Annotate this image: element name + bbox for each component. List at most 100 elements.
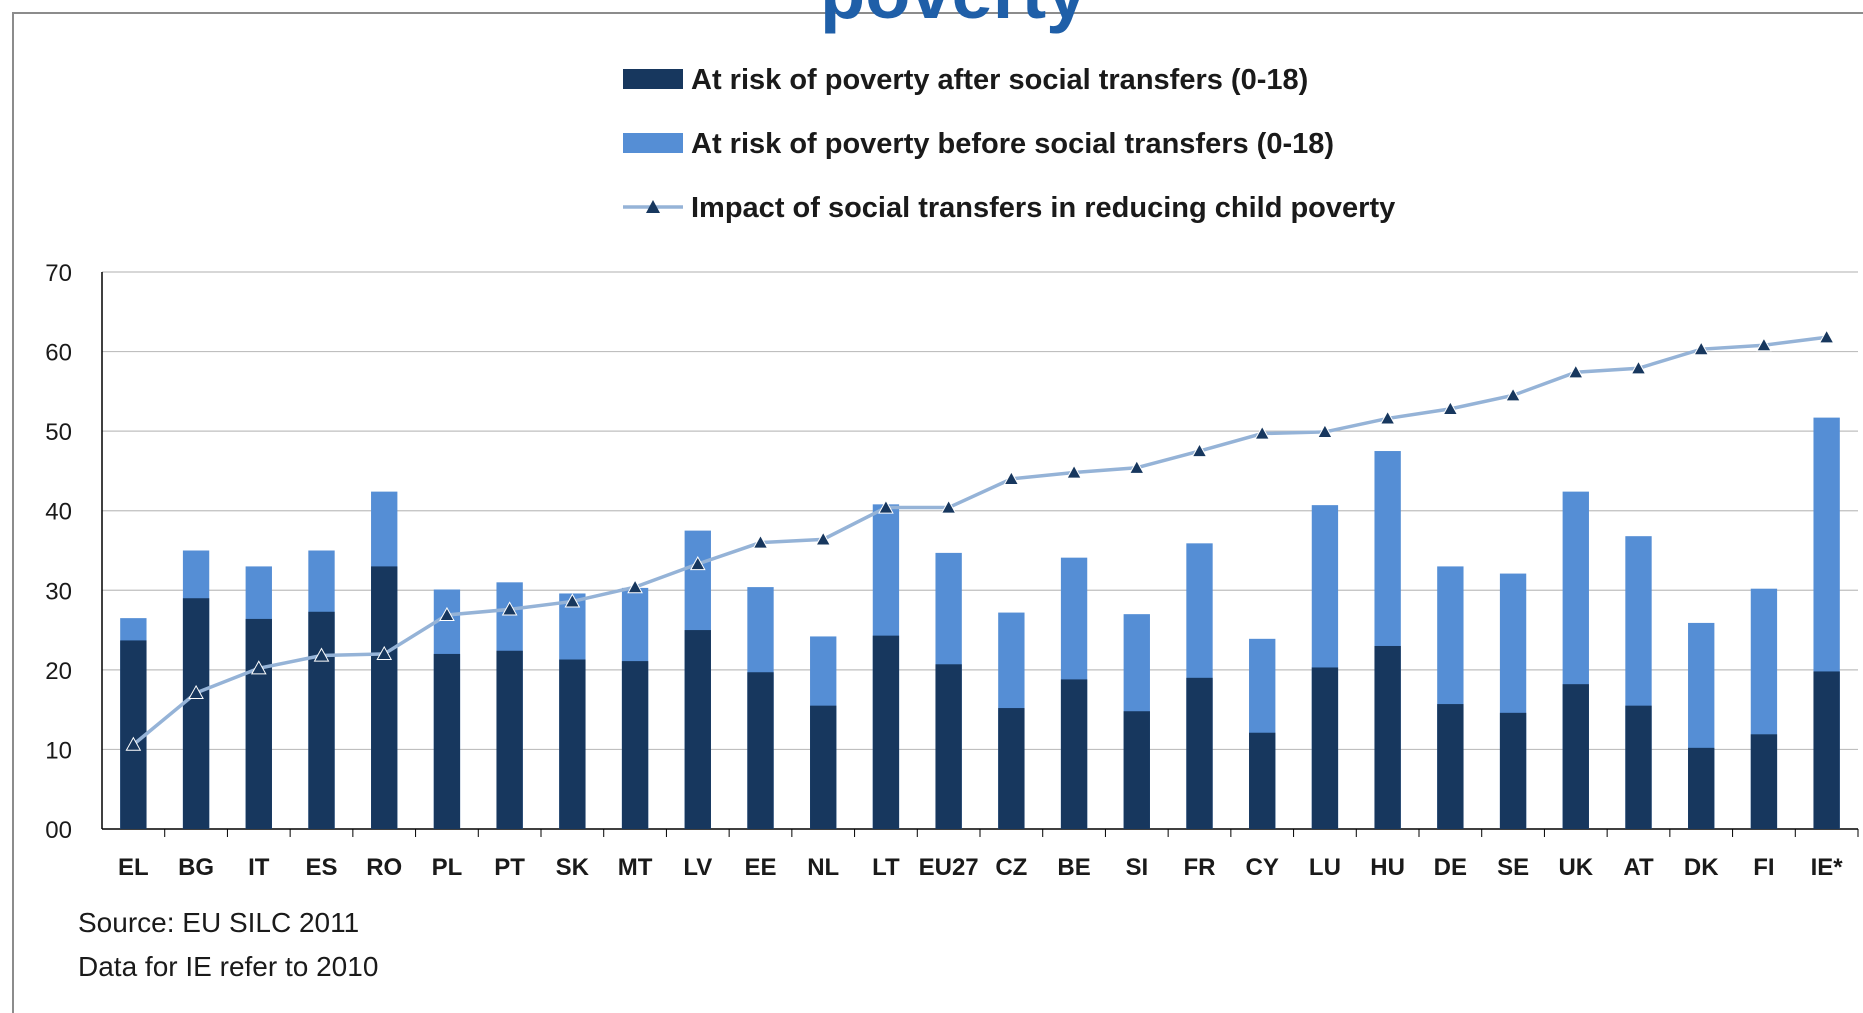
x-category-label: DK <box>1684 854 1719 881</box>
bar-after-transfers <box>872 635 900 829</box>
x-category-label: FI <box>1753 854 1774 881</box>
x-category-label: BE <box>1057 854 1090 881</box>
x-category-label: IE* <box>1811 854 1844 881</box>
impact-point-marker <box>752 534 769 549</box>
bar-after-transfers <box>1625 705 1652 829</box>
impact-line <box>125 329 1835 751</box>
y-tick-label: 50 <box>45 419 72 446</box>
bar-after-transfers <box>1562 684 1589 829</box>
impact-point-marker <box>1066 464 1082 479</box>
bar-after-transfers <box>433 653 461 829</box>
bar-after-transfers <box>1186 677 1213 829</box>
y-tick-label: 10 <box>45 737 72 764</box>
impact-point-marker <box>1505 387 1521 402</box>
impact-point-marker <box>1818 329 1835 344</box>
impact-point-marker <box>1317 423 1333 439</box>
chart-frame <box>12 12 1863 1013</box>
x-category-label: UK <box>1558 854 1593 881</box>
x-category-label: CZ <box>995 854 1027 881</box>
bar-after-transfers <box>1437 704 1464 829</box>
legend-label: At risk of poverty after social transfer… <box>691 64 1308 96</box>
bar-after-transfers <box>245 618 272 829</box>
impact-point-marker <box>376 645 393 661</box>
y-tick-label: 60 <box>45 340 72 367</box>
bar-after-transfers <box>935 664 962 829</box>
x-category-label: EL <box>118 854 149 881</box>
x-category-label: SE <box>1497 854 1529 881</box>
y-tick-label: 00 <box>45 817 72 844</box>
x-category-label: FR <box>1184 854 1216 881</box>
impact-point-marker <box>1191 443 1208 458</box>
impact-point-marker <box>1442 400 1459 415</box>
bar-after-transfers <box>371 566 398 829</box>
bar-after-transfers <box>1311 667 1339 829</box>
x-category-label: CY <box>1246 854 1279 881</box>
x-category-label: PT <box>494 854 525 881</box>
bar-after-transfers <box>998 708 1025 829</box>
bar-after-transfers <box>1813 671 1840 829</box>
bar-after-transfers <box>559 659 586 829</box>
impact-point-marker <box>1630 360 1647 375</box>
bar-after-transfers <box>684 630 711 829</box>
x-category-label: AT <box>1623 854 1654 881</box>
y-tick-label: 70 <box>45 260 72 287</box>
x-category-label: RO <box>366 854 402 881</box>
impact-point-marker <box>627 579 643 594</box>
bar-after-transfers <box>1688 747 1715 829</box>
x-category-label: NL <box>807 854 839 881</box>
impact-point-marker <box>1693 341 1710 356</box>
x-category-label: HU <box>1370 854 1405 881</box>
x-category-label: DE <box>1434 854 1467 881</box>
axis-labels: 00 10 20 30 40 50 60 70 EL BG IT ES RO PL PT SK MT LV EE NL… <box>45 260 1843 881</box>
bar-after-transfers <box>621 661 649 829</box>
bar-after-transfers <box>308 611 335 829</box>
y-tick-label: 40 <box>45 499 72 526</box>
x-category-label: BG <box>178 854 214 881</box>
bar-after-transfers <box>747 672 774 829</box>
bar-after-transfers <box>1374 645 1401 829</box>
gridlines <box>101 271 1859 837</box>
x-category-label: MT <box>618 854 653 881</box>
impact-point-marker <box>1567 364 1584 379</box>
impact-point-marker <box>1379 410 1396 425</box>
bar-after-transfers <box>1249 732 1276 829</box>
bar-after-transfers <box>1123 711 1150 829</box>
x-category-label: ES <box>305 854 337 881</box>
bars <box>120 417 1840 829</box>
x-category-label: IT <box>248 854 270 881</box>
impact-point-marker <box>1128 459 1145 474</box>
y-tick-label: 20 <box>45 658 72 685</box>
legend-label: Impact of social transfers in reducing c… <box>691 192 1395 224</box>
bar-after-transfers <box>810 705 837 829</box>
x-category-label: EE <box>744 854 776 881</box>
impact-point-marker <box>1756 337 1772 352</box>
impact-point-marker <box>1003 470 1020 485</box>
bar-after-transfers <box>1750 734 1778 829</box>
impact-point-marker <box>439 606 455 622</box>
impact-point-marker <box>313 647 330 662</box>
impact-point-marker <box>125 736 142 751</box>
y-tick-label: 30 <box>45 578 72 605</box>
x-category-label: LT <box>872 854 900 881</box>
legend: At risk of poverty after social transfer… <box>623 64 1395 224</box>
legend-label: At risk of poverty before social transfe… <box>691 128 1334 160</box>
x-category-label: PL <box>432 854 463 881</box>
source-line-1: Source: EU SILC 2011 <box>78 907 360 938</box>
x-category-label: EU27 <box>919 854 979 881</box>
impact-point-marker <box>501 601 518 616</box>
impact-point-marker <box>188 684 204 700</box>
legend-swatch-impact-marker <box>646 200 660 213</box>
x-category-label: SI <box>1125 854 1148 881</box>
legend-swatch-after <box>623 69 683 89</box>
bar-after-transfers <box>1499 712 1527 829</box>
impact-point-marker <box>815 531 832 546</box>
impact-point-marker <box>250 660 267 675</box>
impact-point-marker <box>940 499 957 514</box>
x-category-label: SK <box>556 854 590 881</box>
impact-point-marker <box>689 555 706 571</box>
source-line-2: Data for IE refer to 2010 <box>78 951 379 982</box>
impact-line-path <box>132 335 1827 747</box>
impact-point-marker <box>1254 425 1271 440</box>
x-category-label: LV <box>683 854 712 881</box>
